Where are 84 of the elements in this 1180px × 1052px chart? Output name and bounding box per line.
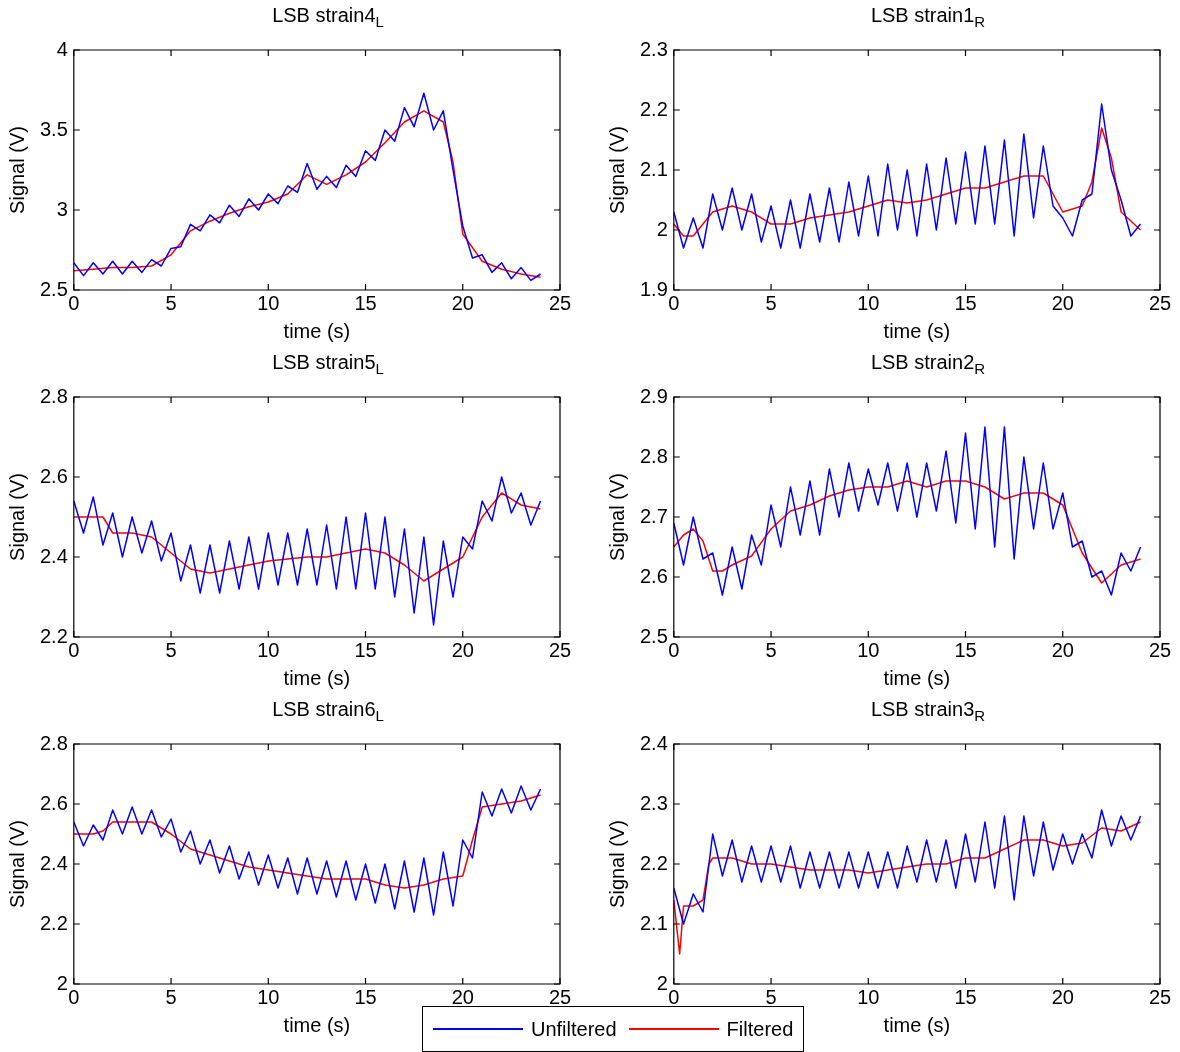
y-axis-title: Signal (V): [5, 473, 28, 561]
x-axis-title: time (s): [883, 319, 951, 342]
x-tick-label: 0: [668, 291, 680, 314]
x-tick-label: 10: [857, 638, 880, 661]
y-tick-label: 2.5: [639, 624, 668, 647]
x-tick-label: 20: [451, 985, 474, 1008]
y-tick-label: 2.8: [39, 731, 68, 754]
y-axis-title: Signal (V): [605, 820, 628, 908]
x-tick-label: 0: [668, 638, 680, 661]
y-tick-label: 2.1: [639, 911, 668, 934]
x-axis-title: time (s): [283, 666, 351, 689]
x-tick-label: 5: [165, 985, 177, 1008]
y-axis-title: Signal (V): [605, 126, 628, 214]
legend-label: Filtered: [726, 1017, 794, 1041]
y-tick-label: 2.4: [39, 851, 68, 874]
y-tick-label: 2.3: [639, 791, 668, 814]
x-tick-label: 15: [954, 291, 977, 314]
chart-title: LSB strain2$_{R}$: [869, 351, 987, 377]
y-axis-title: Signal (V): [605, 473, 628, 561]
legend-label: Unfiltered: [531, 1017, 617, 1041]
x-tick-label: 5: [165, 638, 177, 661]
x-tick-label: 25: [548, 291, 572, 314]
y-tick-label: 2.8: [639, 444, 668, 467]
y-tick-label: 2.6: [639, 564, 668, 587]
x-tick-label: 15: [354, 985, 377, 1008]
y-tick-label: 2: [56, 971, 68, 994]
y-tick-label: 2: [656, 217, 668, 240]
x-tick-label: 20: [451, 638, 474, 661]
x-tick-label: 10: [257, 985, 280, 1008]
y-tick-label: 2.6: [39, 464, 68, 487]
x-tick-label: 0: [668, 985, 680, 1008]
y-tick-label: 2.2: [39, 911, 68, 934]
y-tick-label: 2.4: [39, 544, 68, 567]
chart-title: LSB strain1$_{R}$: [869, 4, 987, 30]
x-tick-label: 10: [857, 985, 880, 1008]
y-tick-label: 2.6: [39, 791, 68, 814]
x-axis-title: time (s): [283, 1013, 351, 1036]
x-tick-label: 25: [548, 638, 572, 661]
x-tick-label: 5: [765, 638, 777, 661]
y-tick-label: 2.2: [39, 624, 68, 647]
y-tick-label: 2: [656, 971, 668, 994]
x-tick-label: 5: [165, 291, 177, 314]
y-tick-label: 1.9: [639, 277, 668, 300]
x-tick-label: 20: [451, 291, 474, 314]
x-tick-label: 15: [954, 638, 977, 661]
x-tick-label: 25: [1148, 291, 1172, 314]
x-tick-label: 25: [1148, 638, 1172, 661]
x-tick-label: 15: [354, 638, 377, 661]
x-tick-label: 5: [765, 291, 777, 314]
y-tick-label: 4: [56, 37, 68, 60]
y-tick-label: 3: [56, 197, 68, 220]
y-tick-label: 2.2: [639, 851, 668, 874]
y-tick-label: 2.3: [639, 37, 668, 60]
x-tick-label: 25: [548, 985, 572, 1008]
x-tick-label: 5: [765, 985, 777, 1008]
y-tick-label: 2.9: [639, 384, 668, 407]
x-tick-label: 20: [1051, 985, 1074, 1008]
x-tick-label: 15: [354, 291, 377, 314]
y-tick-label: 2.4: [639, 731, 668, 754]
chart-title: LSB strain6$_{L}$: [271, 698, 385, 724]
y-tick-label: 2.1: [639, 157, 668, 180]
x-tick-label: 10: [857, 291, 880, 314]
x-tick-label: 20: [1051, 638, 1074, 661]
x-tick-label: 0: [68, 638, 80, 661]
y-tick-label: 2.8: [39, 384, 68, 407]
x-axis-title: time (s): [283, 319, 351, 342]
y-axis-title: Signal (V): [5, 820, 28, 908]
x-tick-label: 10: [257, 638, 280, 661]
y-axis-title: Signal (V): [5, 126, 28, 214]
x-tick-label: 0: [68, 291, 80, 314]
x-axis-title: time (s): [883, 1013, 951, 1036]
x-tick-label: 0: [68, 985, 80, 1008]
y-tick-label: 2.2: [639, 97, 668, 120]
x-tick-label: 10: [257, 291, 280, 314]
chart-title: LSB strain3$_{R}$: [869, 698, 987, 724]
chart-title: LSB strain4$_{L}$: [271, 4, 385, 30]
x-tick-label: 25: [1148, 985, 1172, 1008]
y-tick-label: 3.5: [39, 117, 68, 140]
y-tick-label: 2.7: [639, 504, 668, 527]
y-tick-label: 2.5: [39, 277, 68, 300]
x-tick-label: 15: [954, 985, 977, 1008]
x-tick-label: 20: [1051, 291, 1074, 314]
chart-title: LSB strain5$_{L}$: [271, 351, 385, 377]
x-axis-title: time (s): [883, 666, 951, 689]
